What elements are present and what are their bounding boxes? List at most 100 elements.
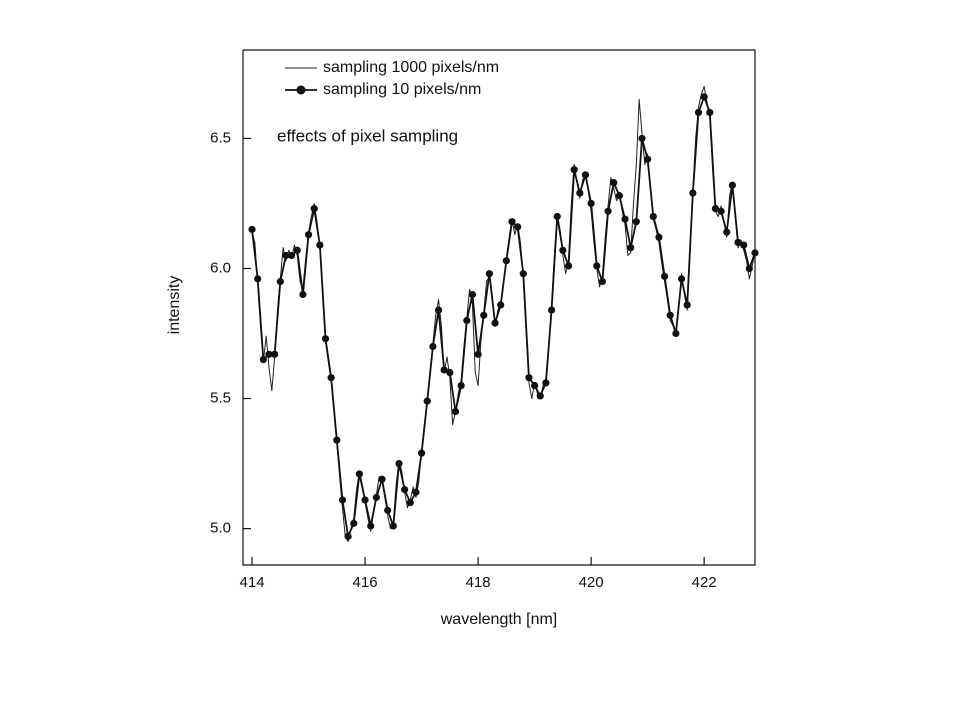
- data-point: [638, 134, 646, 143]
- data-point: [265, 350, 273, 358]
- data-point: [610, 179, 618, 187]
- data-point: [367, 522, 375, 530]
- data-point: [372, 493, 380, 501]
- data-point: [706, 108, 714, 117]
- data-point: [344, 532, 352, 540]
- data-point: [457, 381, 465, 390]
- data-point: [723, 228, 731, 236]
- data-point: [536, 392, 544, 400]
- data-point: [531, 381, 539, 390]
- data-point: [734, 238, 742, 247]
- data-point: [395, 459, 403, 468]
- data-point: [333, 436, 341, 444]
- data-point: [406, 498, 414, 507]
- data-point: [745, 264, 753, 273]
- data-point: [740, 241, 748, 249]
- data-point: [655, 233, 663, 241]
- data-point: [508, 218, 516, 226]
- data-point: [440, 366, 448, 374]
- data-point: [389, 522, 397, 530]
- data-point: [604, 207, 612, 215]
- data-point: [598, 277, 607, 286]
- data-point: [429, 342, 437, 351]
- data-point: [468, 290, 477, 299]
- data-point: [689, 189, 697, 197]
- data-point: [644, 155, 652, 163]
- data-point: [293, 246, 301, 254]
- annotation: effects of pixel sampling: [277, 126, 458, 145]
- y-tick-label: 6.0: [210, 259, 231, 276]
- data-point: [304, 231, 313, 239]
- legend-label: sampling 10 pixels/nm: [323, 81, 481, 98]
- data-point: [581, 171, 590, 179]
- data-point: [282, 251, 290, 260]
- data-point: [361, 496, 369, 504]
- data-point: [299, 290, 307, 299]
- data-point: [480, 311, 488, 319]
- data-point: [491, 319, 499, 327]
- y-tick-label: 5.5: [210, 390, 231, 407]
- data-point: [615, 192, 623, 200]
- data-point: [276, 277, 284, 286]
- data-point: [570, 166, 578, 174]
- data-point: [632, 218, 640, 226]
- data-point: [514, 223, 522, 231]
- data-point: [474, 350, 482, 358]
- data-point: [259, 355, 267, 364]
- data-point: [384, 506, 392, 514]
- data-point: [542, 379, 550, 387]
- data-point: [401, 485, 409, 494]
- data-point: [485, 270, 493, 278]
- data-point: [288, 251, 296, 260]
- plot-frame: [242, 49, 756, 566]
- data-point: [683, 301, 691, 309]
- data-point: [593, 262, 601, 270]
- data-point: [666, 311, 674, 319]
- data-point: [248, 225, 256, 234]
- data-point: [621, 215, 629, 223]
- data-point: [559, 246, 567, 254]
- data-point: [434, 306, 443, 314]
- data-point: [660, 272, 669, 280]
- legend-label: sampling 1000 pixels/nm: [323, 59, 499, 76]
- data-point: [502, 257, 510, 265]
- y-tick-label: 5.0: [210, 520, 231, 537]
- x-tick-label: 418: [466, 574, 491, 591]
- data-point: [497, 301, 505, 309]
- x-axis-label: wavelength [nm]: [440, 611, 558, 628]
- data-point: [677, 275, 686, 283]
- data-point: [519, 270, 527, 278]
- y-tick-label: 6.5: [210, 129, 231, 146]
- data-point: [700, 93, 708, 101]
- data-point: [463, 316, 471, 325]
- y-axis-label: intensity: [166, 276, 183, 335]
- data-point: [316, 241, 324, 249]
- data-point: [423, 397, 431, 405]
- data-point: [694, 108, 703, 117]
- data-point: [310, 205, 318, 213]
- data-point: [751, 249, 759, 257]
- data-point: [355, 470, 364, 478]
- x-tick-label: 422: [692, 574, 717, 591]
- data-point: [446, 368, 454, 377]
- data-point: [672, 329, 680, 338]
- data-point: [451, 407, 460, 416]
- data-point: [412, 488, 420, 496]
- data-point: [547, 306, 556, 314]
- data-point: [553, 212, 561, 221]
- data-point: [338, 496, 347, 504]
- data-point: [525, 374, 533, 382]
- data-point: [271, 350, 279, 358]
- x-tick-label: 420: [579, 574, 604, 591]
- data-point: [350, 519, 358, 527]
- data-point: [711, 205, 720, 213]
- x-tick-label: 414: [240, 574, 265, 591]
- data-point: [587, 199, 595, 208]
- x-tick-label: 416: [353, 574, 378, 591]
- data-point: [327, 374, 335, 382]
- data-point: [717, 207, 725, 215]
- data-point: [576, 189, 584, 197]
- data-point: [417, 449, 426, 457]
- data-point: [254, 275, 262, 283]
